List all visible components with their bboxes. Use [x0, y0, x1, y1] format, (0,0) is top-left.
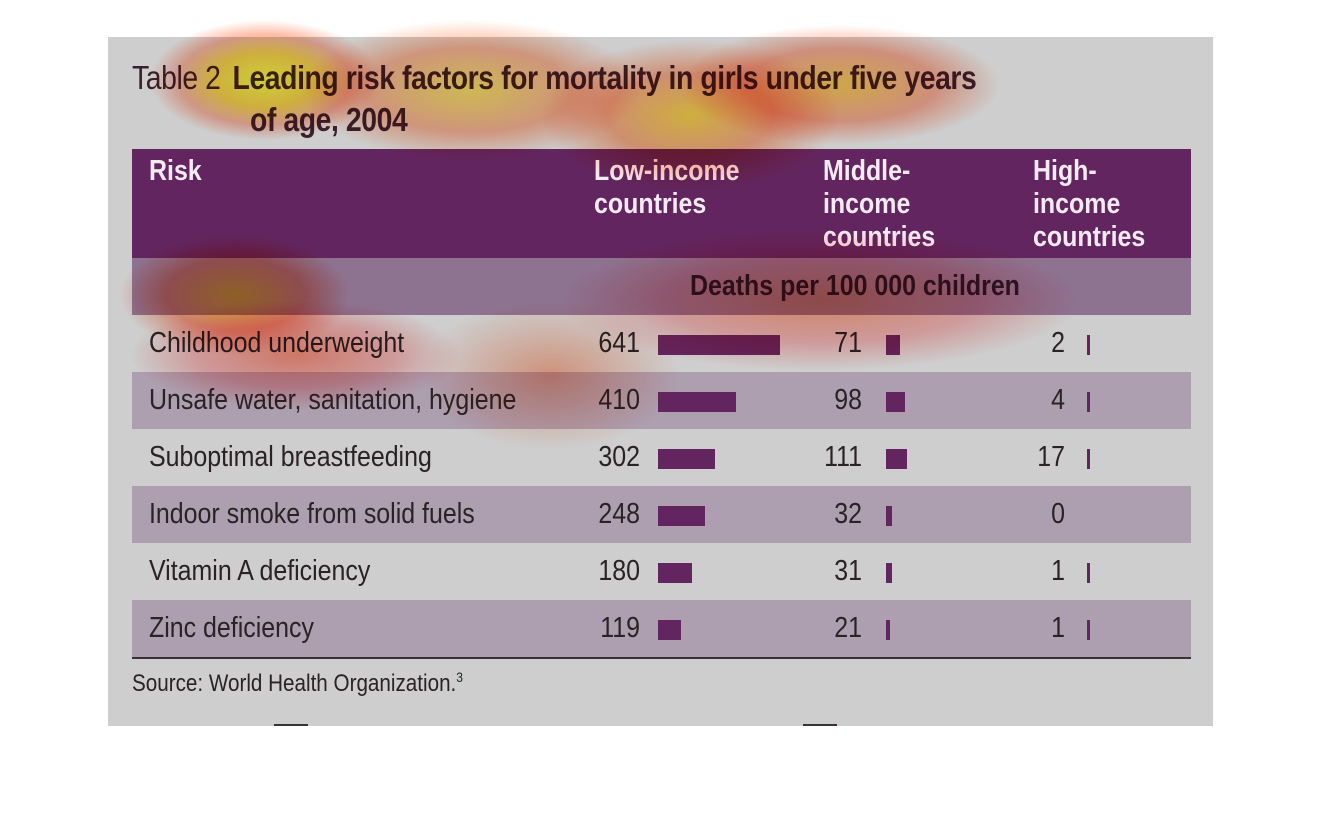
header-low-income: Low-income countries — [594, 155, 740, 220]
value-bar — [886, 449, 907, 469]
value-label: 0 — [1051, 498, 1065, 530]
risk-label: Vitamin A deficiency — [149, 555, 371, 587]
value-label: 21 — [834, 612, 862, 644]
value-label: 248 — [598, 498, 640, 530]
divider-tick — [274, 724, 308, 726]
value-label: 111 — [824, 441, 862, 473]
table-panel: Table 2 Leading risk factors for mortalit… — [108, 37, 1213, 726]
table-row: Vitamin A deficiency 180 31 1 — [132, 543, 1191, 600]
value-bar — [658, 392, 736, 412]
value-label: 71 — [834, 327, 862, 359]
units-row: Deaths per 100 000 children — [132, 258, 1191, 315]
value-bar — [1087, 563, 1090, 583]
value-label: 180 — [598, 555, 640, 587]
value-label: 1 — [1051, 612, 1065, 644]
source-text: Source: World Health Organization. — [132, 670, 457, 697]
value-bar — [1087, 392, 1090, 412]
value-label: 98 — [834, 384, 862, 416]
table-row: Zinc deficiency 119 21 1 — [132, 600, 1191, 659]
units-label: Deaths per 100 000 children — [690, 270, 1020, 302]
value-bar — [1087, 620, 1090, 640]
value-label: 17 — [1037, 441, 1065, 473]
value-bar — [886, 506, 892, 526]
value-bar — [886, 335, 900, 355]
value-label: 4 — [1051, 384, 1065, 416]
value-bar — [658, 563, 692, 583]
value-label: 2 — [1051, 327, 1065, 359]
value-label: 119 — [600, 612, 640, 644]
table-number: Table 2 — [132, 59, 221, 96]
table-row: Unsafe water, sanitation, hygiene 410 98 4 — [132, 372, 1191, 429]
risk-label: Zinc deficiency — [149, 612, 314, 644]
value-label: 410 — [598, 384, 640, 416]
risk-table: Risk Low-income countries Middle- income… — [132, 149, 1191, 659]
value-label: 31 — [834, 555, 862, 587]
value-bar — [1087, 335, 1090, 355]
table-title-line1: Leading risk factors for mortality in gi… — [232, 59, 977, 96]
value-bar — [658, 620, 681, 640]
table-row: Indoor smoke from solid fuels 248 32 0 — [132, 486, 1191, 543]
risk-label: Indoor smoke from solid fuels — [149, 498, 475, 530]
source-ref: 3 — [456, 669, 463, 685]
table-row: Childhood underweight 641 71 2 — [132, 315, 1191, 372]
value-label: 1 — [1051, 555, 1065, 587]
table-body: Childhood underweight 641 71 2 Unsafe water,… — [132, 315, 1191, 659]
value-label: 32 — [834, 498, 862, 530]
risk-label: Unsafe water, sanitation, hygiene — [149, 384, 517, 416]
risk-label: Suboptimal breastfeeding — [149, 441, 432, 473]
value-label: 302 — [598, 441, 640, 473]
table-title: Table 2 Leading risk factors for mortalit… — [132, 59, 977, 97]
value-label: 641 — [598, 327, 640, 359]
value-bar — [886, 620, 890, 640]
value-bar — [886, 392, 905, 412]
divider-tick — [803, 724, 837, 726]
value-bar — [658, 335, 780, 355]
value-bar — [1087, 449, 1090, 469]
value-bar — [658, 449, 715, 469]
table-row: Suboptimal breastfeeding 302 111 17 — [132, 429, 1191, 486]
source-note: Source: World Health Organization.3 — [132, 669, 463, 698]
value-bar — [658, 506, 705, 526]
table-header: Risk Low-income countries Middle- income… — [132, 149, 1191, 258]
header-risk: Risk — [149, 155, 202, 187]
value-bar — [886, 563, 892, 583]
table-title-line2: of age, 2004 — [250, 101, 408, 138]
risk-label: Childhood underweight — [149, 327, 405, 359]
header-middle-income: Middle- income countries — [823, 155, 936, 253]
header-high-income: High- income countries — [1033, 155, 1146, 253]
